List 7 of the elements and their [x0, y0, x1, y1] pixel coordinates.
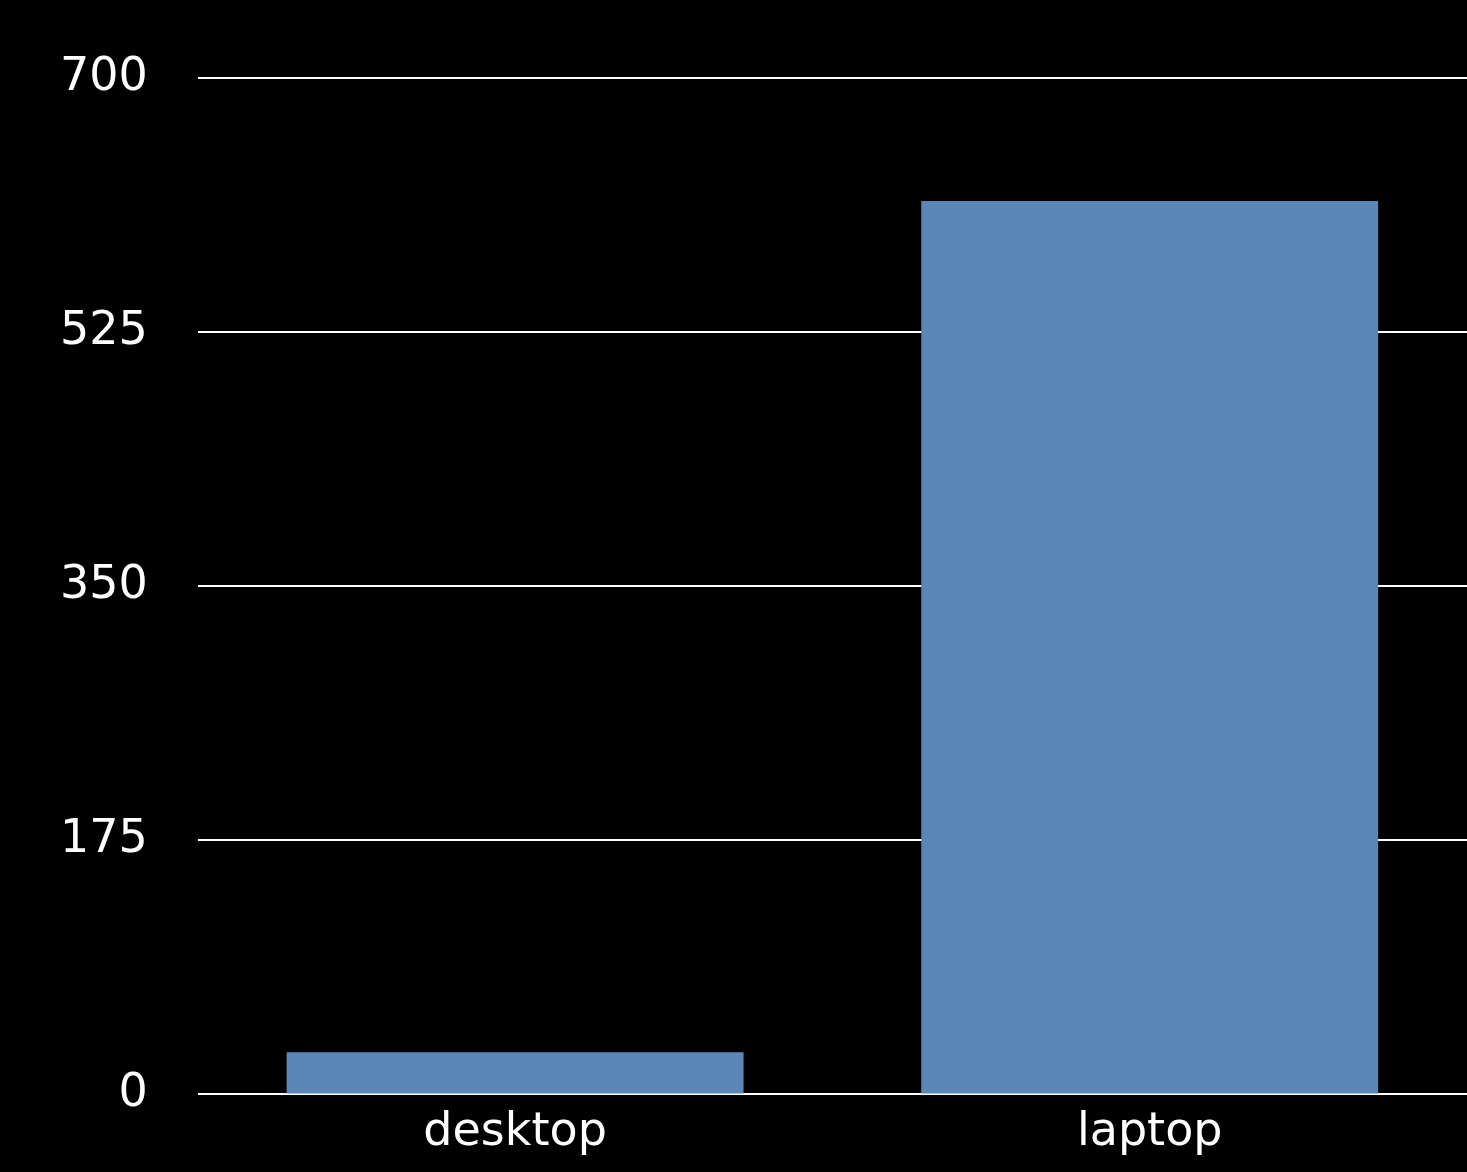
x-tick-label: desktop — [423, 1101, 607, 1156]
y-tick-label: 525 — [59, 300, 148, 355]
y-tick-label: 0 — [118, 1063, 148, 1118]
y-tick-label: 700 — [59, 46, 148, 101]
x-tick-label: laptop — [1076, 1101, 1223, 1156]
y-tick-label: 350 — [59, 554, 148, 609]
y-tick-label: 175 — [59, 809, 148, 864]
